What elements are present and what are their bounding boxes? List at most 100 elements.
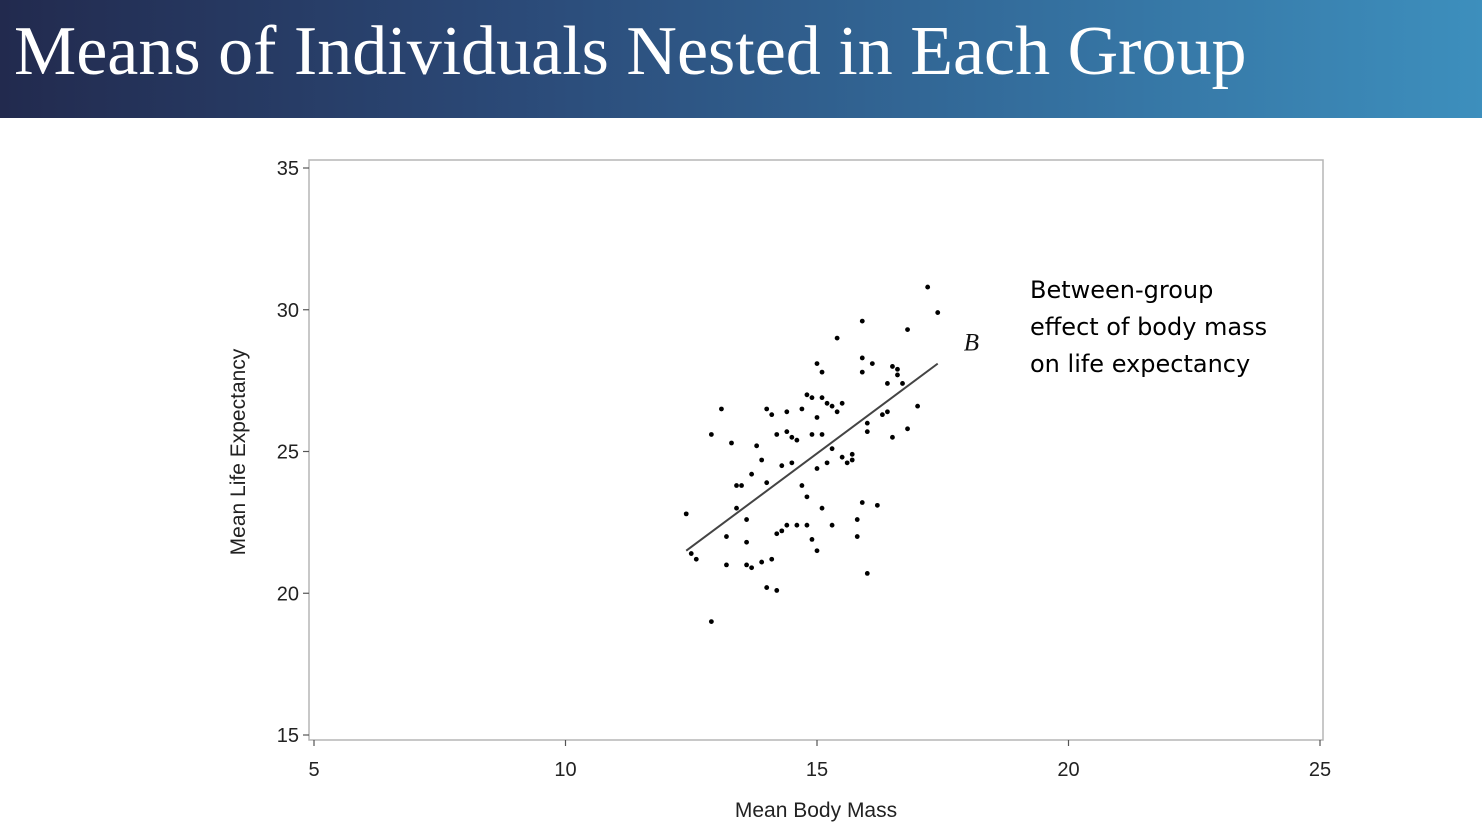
data-point [935,310,941,315]
x-tick-label: 15 [806,759,828,781]
data-point [819,369,825,375]
data-point [814,548,820,554]
data-point [779,528,785,534]
data-point [849,451,855,457]
data-point [804,494,810,500]
data-point [885,409,890,415]
data-point [734,483,739,488]
data-point [819,432,825,437]
data-point [764,480,770,486]
data-point [789,434,795,440]
data-point [724,534,729,539]
data-point [895,366,900,372]
data-point [769,556,775,562]
data-point [744,517,749,522]
data-point [804,522,810,528]
data-point [854,534,860,539]
data-point [774,531,780,537]
data-point [794,437,800,443]
slide-title: Means of Individuals Nested in Each Grou… [14,13,1247,90]
data-point [809,432,815,437]
data-point [759,457,765,463]
data-point [895,372,900,378]
annotation-text: Between-group effect of body mass on lif… [1030,272,1330,383]
data-point [874,502,880,508]
x-tick-label: 25 [1309,759,1331,781]
data-point [819,505,825,511]
data-point [849,457,855,463]
data-point [739,483,744,488]
data-point [754,443,760,449]
data-point [784,409,790,415]
data-point [839,454,845,460]
data-point [829,522,835,528]
data-point [925,284,931,290]
data-point [744,562,749,568]
data-point [854,517,860,522]
data-point [774,588,780,593]
data-point [759,559,765,565]
data-point [708,619,714,624]
data-point [859,369,865,375]
data-point [879,412,885,418]
data-point [824,400,830,406]
y-tick-label: 20 [277,583,299,605]
data-point [859,355,865,361]
data-point [814,361,820,367]
data-point [915,403,920,409]
y-tick-label: 15 [277,725,299,747]
data-point [729,440,734,446]
between-group-fit-line [685,362,939,552]
data-point [829,446,835,452]
data-point [824,460,830,466]
data-point [688,551,694,556]
data-point [839,400,845,406]
annotation-line: Between-group [1030,276,1214,304]
data-point [890,434,895,440]
data-point [885,381,890,386]
title-bar: Means of Individuals Nested in Each Grou… [0,0,1482,118]
data-point [814,466,820,471]
data-point [724,562,729,568]
data-point [784,429,790,435]
x-tick-label: 20 [1057,759,1079,781]
data-point [779,463,785,469]
y-tick-label: 30 [277,300,299,322]
data-point [799,483,805,488]
x-axis: 5 10 15 20 25 [308,740,1331,781]
data-point [784,522,790,528]
plot-frame [308,159,1324,741]
data-point [809,536,815,542]
annotation-line: on life expectancy [1030,350,1251,378]
data-point [864,571,870,576]
data-point [859,318,865,324]
data-point [844,460,850,466]
fit-line-label: B [964,330,979,357]
data-point [905,426,910,432]
data-point [708,432,714,437]
data-point [819,395,825,401]
data-point [789,460,795,466]
data-point [693,556,699,562]
data-point [719,406,724,412]
scatter-points [683,284,941,624]
x-tick-label: 5 [308,759,319,781]
data-point [769,412,775,418]
y-tick-label: 25 [277,442,299,464]
y-axis: 15 20 25 30 35 [277,158,309,747]
data-point [834,409,840,415]
data-point [799,406,805,412]
x-axis-title: Mean Body Mass [735,799,897,822]
data-point [905,327,910,332]
annotation-line: effect of body mass [1030,313,1268,341]
data-point [744,539,749,545]
x-tick-label: 10 [554,759,576,781]
data-point [900,381,905,386]
data-point [859,500,865,505]
y-axis-title: Mean Life Expectancy [227,348,250,555]
data-point [774,432,780,437]
y-tick-label: 35 [277,158,299,180]
data-point [829,403,835,409]
data-point [869,361,875,367]
